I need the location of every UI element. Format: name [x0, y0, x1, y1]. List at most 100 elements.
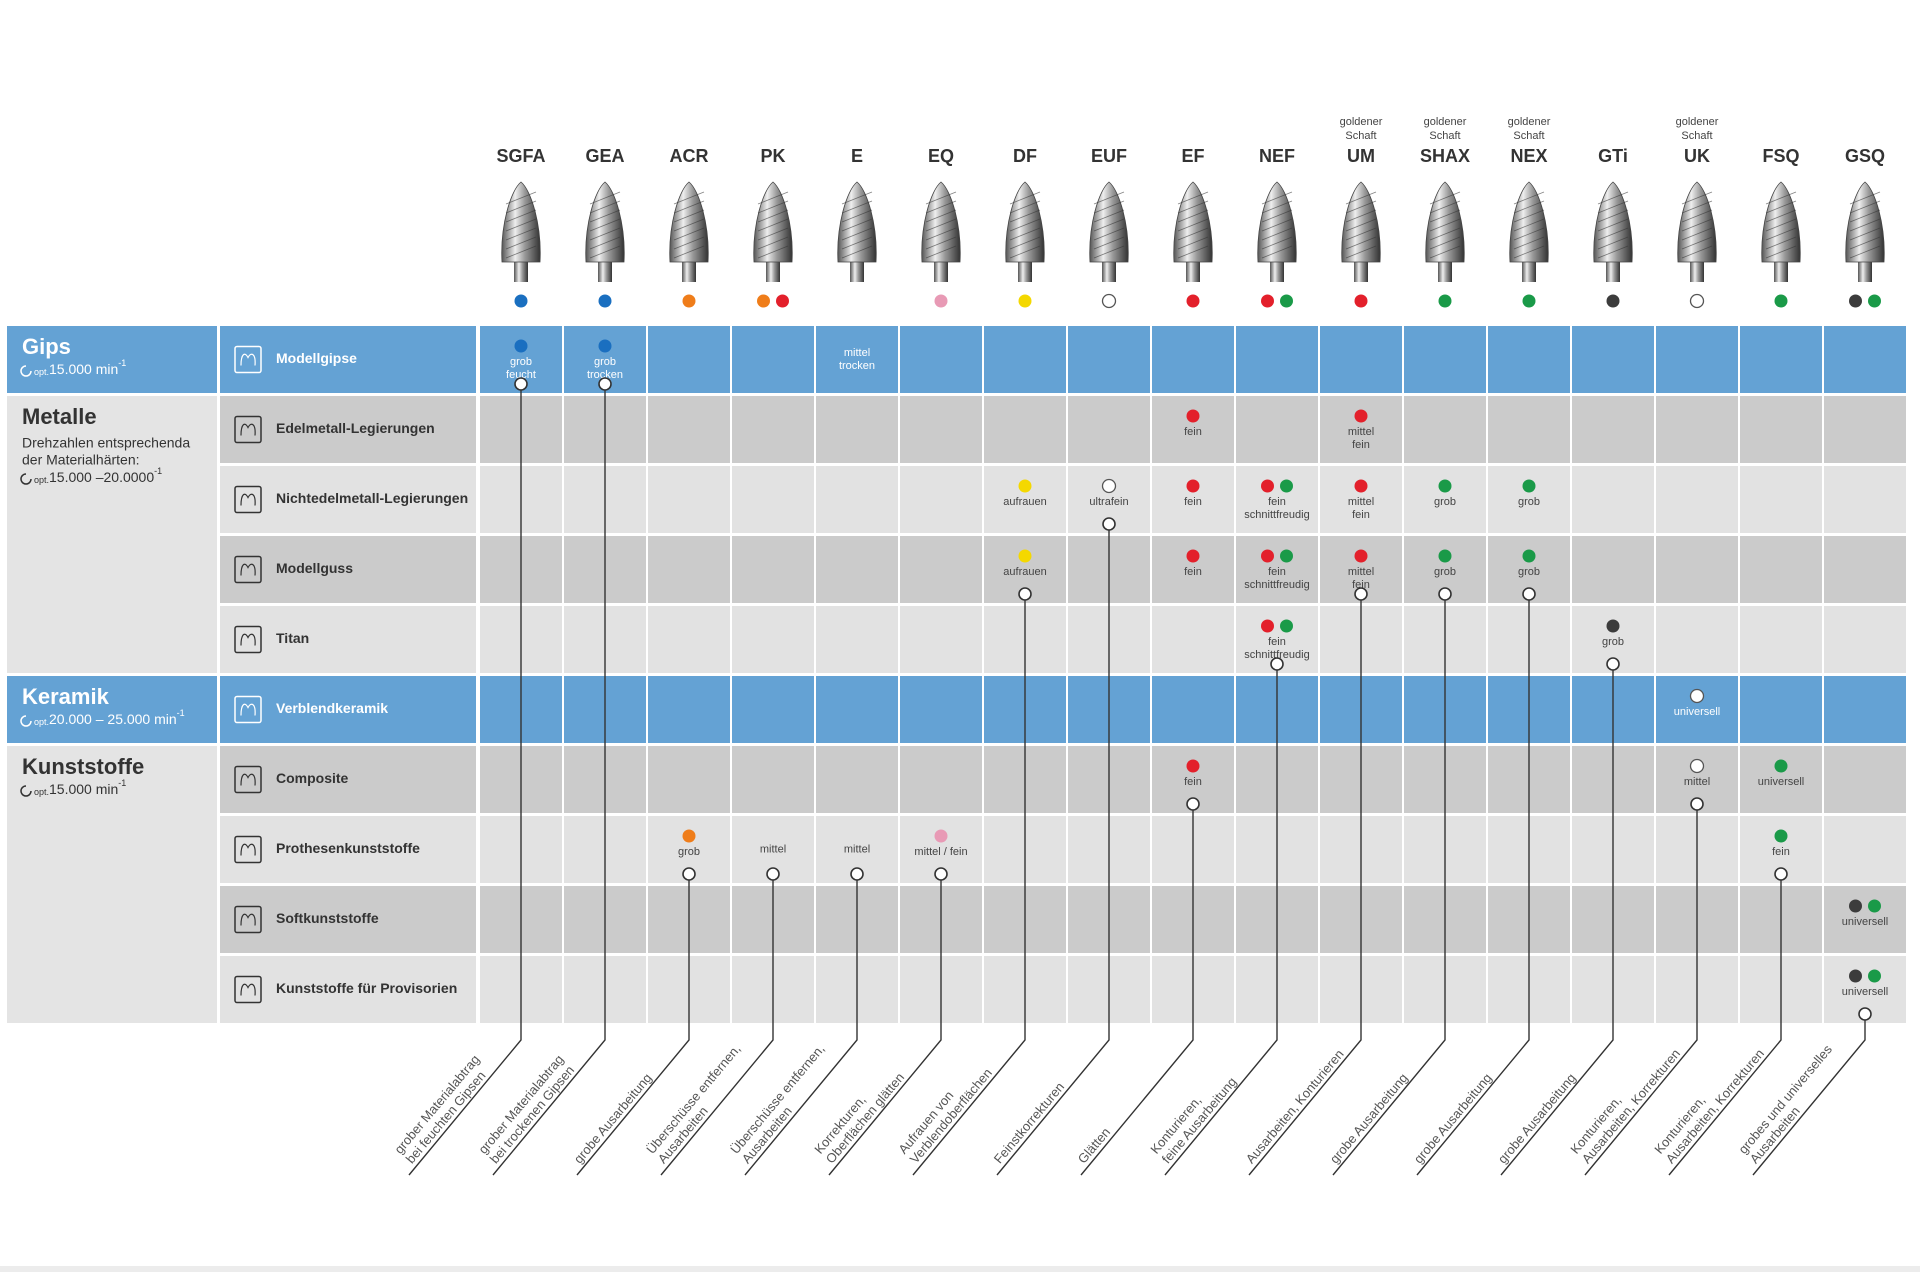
cell [732, 746, 814, 813]
dot [598, 339, 612, 353]
bur-groove [1681, 200, 1713, 214]
bur-shank [1186, 256, 1200, 282]
bur-groove [841, 191, 873, 205]
cell [1656, 466, 1738, 533]
bur-groove [1681, 218, 1713, 232]
connector-end [1438, 587, 1452, 601]
bur-groove [589, 200, 621, 214]
bur-shank [766, 256, 780, 282]
bur-groove [757, 236, 789, 250]
description: grobe Ausarbeitung [1495, 1070, 1579, 1166]
cell [1824, 746, 1906, 813]
row-name: Composite [276, 770, 349, 786]
bur-shank [1270, 256, 1284, 282]
speed-prefix: opt. [34, 717, 49, 727]
dot [1689, 293, 1705, 309]
column-name: SGFA [496, 146, 545, 166]
bur-groove [1849, 227, 1881, 241]
connector-end [1522, 587, 1536, 601]
cell-text: fein [1352, 579, 1370, 591]
dot [1101, 293, 1117, 309]
bur-shank [1858, 256, 1872, 282]
column-name: E [851, 146, 863, 166]
cell-text: mittel [1348, 426, 1374, 438]
cell [900, 396, 982, 463]
row-icon [234, 485, 262, 514]
column-name: EF [1181, 146, 1204, 166]
speed-prefix: opt. [34, 367, 49, 377]
bur-groove [589, 227, 621, 241]
row-icon [234, 695, 262, 724]
bur-groove [1681, 191, 1713, 205]
bur-groove [1093, 191, 1125, 205]
cell [816, 606, 898, 673]
row-icon-glyph [240, 843, 256, 856]
bur-groove [1261, 191, 1293, 205]
column-note: Schaft [1429, 130, 1460, 142]
cell [816, 326, 898, 393]
cell [1068, 326, 1150, 393]
connector-line [1752, 1014, 1866, 1176]
bur-groove [1849, 236, 1881, 250]
bur-groove [1093, 227, 1125, 241]
bur-head [837, 181, 877, 263]
bur-groove [673, 236, 705, 250]
description: Konturieren,feine Ausarbeitung [1147, 1074, 1239, 1166]
cell-text: mittel / fein [914, 846, 967, 858]
cell-text: mittel [844, 347, 870, 359]
cell [732, 676, 814, 743]
bur-groove [1261, 209, 1293, 223]
column-name: SHAX [1420, 146, 1470, 166]
cell [1824, 886, 1906, 953]
bur-image [1425, 181, 1465, 282]
bur-groove [589, 191, 621, 205]
cell [816, 676, 898, 743]
cell [1236, 396, 1318, 463]
dot [1774, 759, 1788, 773]
bur-groove [757, 245, 789, 259]
bur-groove [841, 200, 873, 214]
bur-groove [1513, 191, 1545, 205]
bur-groove [1513, 200, 1545, 214]
connector-end [934, 867, 948, 881]
row-icon-glyph [240, 423, 256, 436]
bur-groove [1597, 209, 1629, 223]
dot [1354, 479, 1368, 493]
row-icon-glyph [240, 633, 256, 646]
cell [984, 396, 1066, 463]
cell [900, 466, 982, 533]
cell-text: schnittfreudig [1244, 649, 1309, 661]
bur-groove [1177, 227, 1209, 241]
cell-text: fein [1184, 566, 1202, 578]
group-note: der Materialhärten: [22, 452, 140, 468]
cell [1656, 396, 1738, 463]
cell-text: universell [1842, 986, 1888, 998]
group-speed: opt.20.000 – 25.000 min-1 [34, 708, 185, 727]
bur-groove [1093, 245, 1125, 259]
group-title: Keramik [22, 684, 110, 709]
bur-groove [1009, 209, 1041, 223]
connector-end [1858, 1007, 1872, 1021]
cell-text: universell [1674, 706, 1720, 718]
bur-head [1509, 181, 1549, 263]
bur-groove [1765, 218, 1797, 232]
cell-text: grob [1602, 636, 1624, 648]
speed-icon [20, 365, 32, 377]
bur-groove [1429, 245, 1461, 259]
dot [1186, 759, 1200, 773]
cell [900, 676, 982, 743]
cell [1320, 396, 1402, 463]
bur-shank [1774, 256, 1788, 282]
cell-text: mittel [760, 843, 786, 855]
connector-line [1332, 594, 1446, 1176]
cell [648, 326, 730, 393]
speed-prefix: opt. [34, 787, 49, 797]
column-note: Schaft [1345, 130, 1376, 142]
bur-groove [1849, 209, 1881, 223]
speed-icon [20, 473, 32, 485]
bur-groove [673, 209, 705, 223]
bur-groove [1765, 209, 1797, 223]
bur-groove [1429, 218, 1461, 232]
dot [1868, 294, 1881, 308]
